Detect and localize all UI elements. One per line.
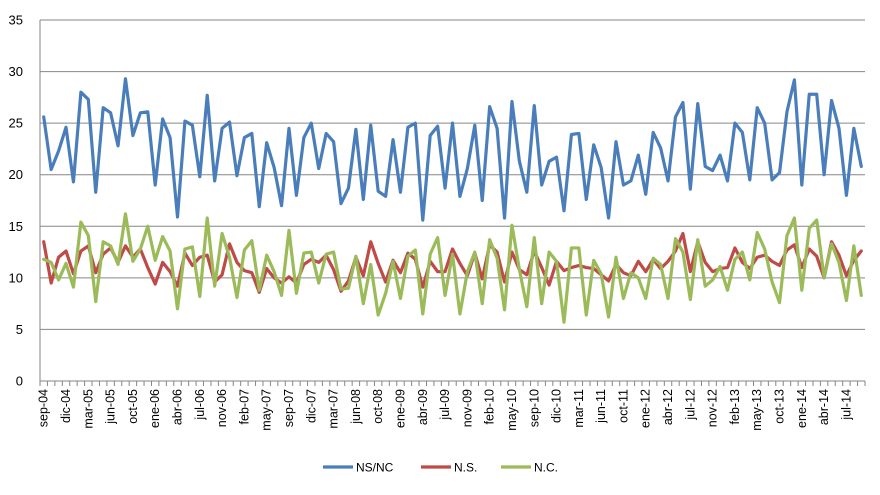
x-tick-label: mar-05: [81, 389, 95, 429]
x-tick-label: sep-04: [37, 389, 51, 427]
x-tick-label: may-13: [750, 389, 764, 431]
gridlines: [40, 19, 865, 330]
x-tick-label: nov-06: [215, 389, 229, 427]
legend-label: N.C.: [534, 461, 558, 475]
x-tick-label: sep-07: [282, 389, 296, 427]
x-tick-label: mar-07: [327, 389, 341, 429]
y-tick-label: 25: [9, 116, 23, 131]
series-line-n-c: [42, 212, 863, 324]
series-line-n-s: [42, 231, 863, 294]
x-tick-label: nov-12: [706, 389, 720, 427]
x-tick-label: dic-04: [59, 389, 73, 423]
y-axis: 0 5 10 15 20 25 30 35: [9, 13, 41, 389]
x-tick-label: jun-08: [349, 389, 363, 425]
x-tick-label: nov-09: [460, 389, 474, 427]
x-tick-label: feb-13: [728, 389, 742, 424]
y-tick-label: 30: [9, 64, 23, 79]
x-tick-label: dic-07: [304, 389, 318, 423]
x-tick-label: abr-12: [661, 389, 675, 425]
x-tick-label: oct-13: [773, 389, 787, 424]
y-tick-label: 15: [9, 219, 23, 234]
x-tick-label: abr-14: [817, 389, 831, 425]
x-tick-label: ene-12: [639, 389, 653, 428]
x-tick-label: abr-06: [171, 389, 185, 425]
x-tick-label: jul-09: [438, 389, 452, 421]
x-tick-label: mar-11: [572, 389, 586, 428]
legend-label: NS/NC: [356, 461, 394, 475]
series-lines: [42, 77, 863, 324]
x-tick-label: jun-05: [104, 389, 118, 425]
x-tick-label: jul-14: [839, 389, 853, 421]
legend-item-n-c: N.C.: [501, 461, 558, 475]
x-tick-label: ene-06: [148, 389, 162, 428]
y-tick-label: 10: [9, 270, 23, 285]
x-tick-label: jul-12: [683, 389, 697, 421]
legend-item-n-s: N.S.: [421, 461, 477, 475]
legend-item-ns-nc: NS/NC: [323, 461, 394, 475]
y-tick-label: 20: [9, 167, 23, 182]
x-tick-label: ene-14: [795, 389, 809, 428]
x-tick-label: sep-10: [527, 389, 541, 427]
x-tick-label: feb-07: [237, 389, 251, 424]
x-tick-label: may-10: [505, 389, 519, 431]
x-tick-label: dic-10: [550, 389, 564, 423]
x-tick-label: oct-05: [126, 389, 140, 424]
x-tick-label: jun-11: [594, 389, 608, 424]
x-tick-label: oct-11: [616, 389, 630, 423]
x-tick-label: feb-10: [483, 389, 497, 424]
x-axis: sep-04 dic-04 mar-05 jun-05 oct-05 ene-06 abr-…: [37, 380, 866, 431]
legend: NS/NC N.S. N.C.: [323, 461, 558, 475]
series-line-ns-nc: [42, 77, 863, 222]
x-tick-label: abr-09: [416, 389, 430, 425]
x-tick-label: oct-08: [371, 389, 385, 424]
x-tick-label: may-07: [260, 389, 274, 431]
y-tick-label: 0: [16, 374, 23, 389]
legend-label: N.S.: [454, 461, 477, 475]
y-tick-label: 5: [16, 322, 23, 337]
x-tick-label: ene-09: [393, 389, 407, 428]
x-tick-label: jul-06: [193, 389, 207, 421]
y-tick-label: 35: [9, 13, 23, 28]
